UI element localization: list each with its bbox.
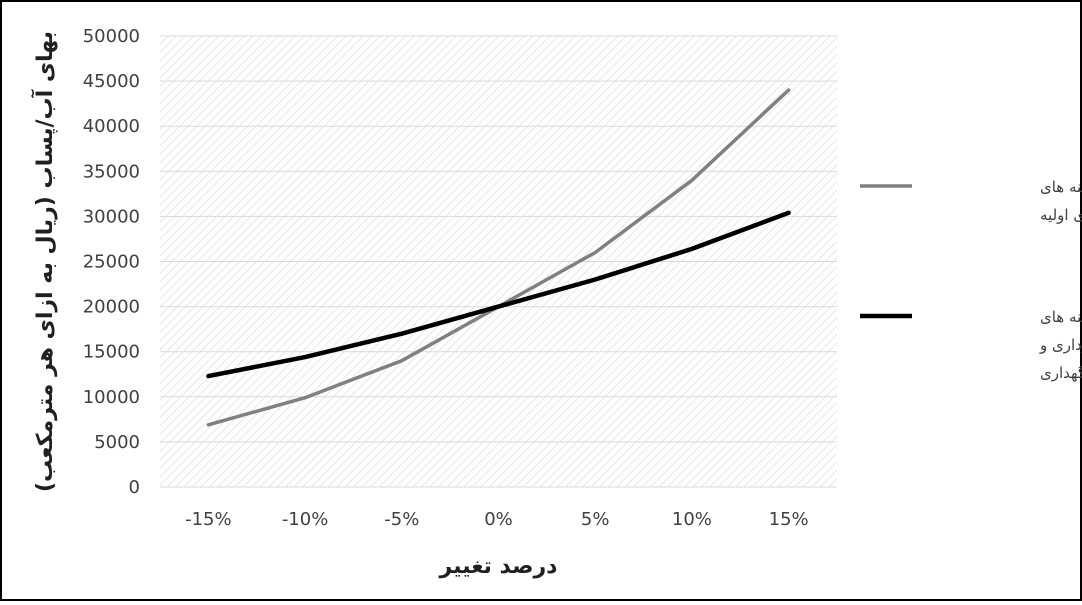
series-line-2 xyxy=(206,210,791,379)
legend: تغییرات هزینه های سرمایه گذاری اولیه تغییر… xyxy=(860,178,1082,382)
y-tick-label: 40000 xyxy=(83,116,140,137)
legend-label-2: تغییرات هزینه های xyxy=(1040,308,1082,326)
y-axis-title: بهای آب/پساب (ریال به ازای هر مترمکعب) xyxy=(30,31,58,492)
x-tick-label: 5% xyxy=(581,509,610,530)
y-tick-label: 0 xyxy=(129,477,140,498)
x-tick-label: -5% xyxy=(384,509,419,530)
y-tick-label: 35000 xyxy=(83,161,140,182)
x-tick-label: 15% xyxy=(769,509,809,530)
legend-label-1: سرمایه گذاری اولیه xyxy=(1040,206,1082,224)
y-tick-label: 5000 xyxy=(94,432,140,453)
y-tick-label: 10000 xyxy=(83,387,140,408)
legend-label-1: تغییرات هزینه های xyxy=(1040,178,1082,196)
x-tick-label: 0% xyxy=(484,509,513,530)
y-tick-label: 50000 xyxy=(83,26,140,47)
series-lines xyxy=(206,88,791,427)
y-tick-label: 30000 xyxy=(83,206,140,227)
y-tick-label: 15000 xyxy=(83,342,140,363)
y-tick-label: 25000 xyxy=(83,252,140,273)
x-tick-label: -15% xyxy=(185,509,232,530)
x-axis-ticks: -15% -10% -5% 0% 5% 10% 15% xyxy=(185,509,809,530)
y-tick-label: 45000 xyxy=(83,71,140,92)
x-tick-label: 10% xyxy=(672,509,712,530)
x-axis-title: درصد تغییر xyxy=(439,554,558,579)
gridlines xyxy=(160,35,837,488)
legend-label-2: نگهداری xyxy=(1040,364,1082,382)
y-axis-ticks: 0 5000 10000 15000 20000 25000 30000 35000 40000… xyxy=(83,26,140,498)
x-tick-label: -10% xyxy=(282,509,329,530)
legend-label-2: بهره برداری و xyxy=(1039,336,1082,354)
y-tick-label: 20000 xyxy=(83,297,140,318)
